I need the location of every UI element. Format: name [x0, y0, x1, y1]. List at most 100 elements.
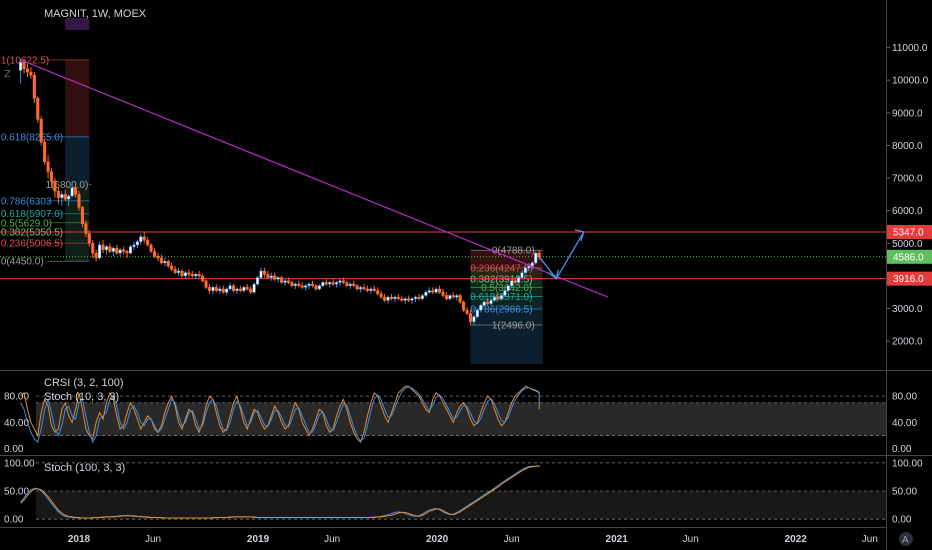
stoch-100-legend[interactable]: Stoch (100, 3, 3): [44, 462, 125, 474]
candle-body: [180, 270, 184, 277]
indicator-tick-label: 80.00: [892, 392, 917, 403]
last-price-label: 4586.0: [893, 252, 924, 263]
candle-body: [108, 246, 112, 252]
candle-body: [365, 288, 369, 291]
horizontal-lines[interactable]: [0, 231, 886, 280]
candle-body: [190, 274, 194, 277]
candle-body: [201, 275, 205, 282]
price-tick-label: 11000.0: [892, 43, 928, 54]
candle-body: [407, 298, 411, 301]
tradingview-logo-icon[interactable]: [899, 532, 913, 546]
candle-body: [269, 275, 273, 278]
candle-body: [297, 283, 301, 286]
candle-body: [218, 288, 222, 291]
fib-zone: [470, 324, 543, 364]
indicator-line: [20, 465, 540, 519]
indicator-tick-label-left: 40.00: [4, 418, 29, 429]
candle-body: [527, 265, 531, 269]
time-tick-label: Jun: [324, 534, 340, 545]
candle-body: [444, 295, 448, 300]
time-tick-label: Jun: [504, 534, 520, 545]
candle-body: [235, 288, 239, 291]
candle-body: [520, 272, 524, 278]
candle-body: [273, 275, 277, 280]
candle-body: [537, 252, 541, 258]
candle-body: [372, 288, 376, 291]
trend-drawings[interactable]: [20, 59, 609, 298]
fib-level-label: 1(6800.0): [46, 180, 89, 191]
fib-retracement-2017[interactable]: 1(10622.5) 0.618(8265.0) 1(6800.0) 0.786(63…: [1, 18, 92, 268]
candle-body: [77, 194, 81, 208]
fib-level-label: 1(10622.5): [1, 55, 49, 66]
crsi-legend[interactable]: CRSI (3, 2, 100): [44, 377, 123, 389]
fib-level-label: 0.786(2986.5): [470, 304, 532, 315]
fib-zone-blue: [65, 136, 90, 185]
price-tick-label: 6000.0: [892, 206, 923, 217]
candle-body: [22, 62, 26, 70]
candle-body: [280, 277, 284, 283]
candle-body: [166, 260, 170, 267]
fib-level-label: 0.236(5006.5): [1, 239, 63, 250]
price-tick-label: 7000.0: [892, 174, 923, 185]
candle-body: [328, 282, 332, 285]
candle-body: [242, 287, 246, 291]
candle-body: [46, 161, 50, 172]
indicator-line: [20, 386, 540, 444]
stoch-10-legend[interactable]: Stoch (10, 3, 3): [44, 391, 119, 403]
price-tick-label: 9000.0: [892, 108, 923, 119]
candle-body: [25, 68, 30, 73]
candle-body: [393, 296, 397, 300]
candle-body: [53, 181, 57, 192]
candle-body: [207, 287, 212, 291]
candle-body: [29, 71, 33, 76]
candle-body: [362, 287, 366, 290]
candle-body: [122, 249, 126, 252]
candle-body: [67, 195, 71, 200]
candle-body: [152, 251, 157, 257]
scale-mode-icon[interactable]: Z: [4, 69, 11, 80]
candle-body: [39, 119, 43, 143]
candle-body: [221, 288, 225, 293]
price-tick-label: 5000.0: [892, 239, 923, 250]
candle-body: [317, 285, 321, 290]
candle-body: [36, 97, 40, 120]
fib-level-label: 0(4788.0): [492, 246, 535, 257]
candle-body: [74, 187, 78, 195]
candle-body: [104, 246, 109, 251]
candle-body: [489, 300, 493, 304]
fib-retracement-2020[interactable]: 0(4788.0) 0.236(4247.0)0.382(3912.5)0.5(3…: [470, 246, 543, 364]
candle-body: [324, 282, 328, 285]
candle-body: [438, 288, 442, 293]
candle-body: [400, 298, 404, 301]
candle-body: [70, 187, 74, 197]
fib-zone-top: [65, 18, 90, 30]
time-tick-label: Jun: [683, 534, 699, 545]
candle-body: [503, 290, 507, 296]
candle-body: [197, 274, 201, 277]
candle-body: [173, 269, 177, 273]
indicator-tick-label: 50.00: [892, 487, 917, 498]
candle-body: [115, 247, 119, 254]
price-tick-label: 3000.0: [892, 304, 923, 315]
time-axis[interactable]: 2018 Jun 2019 Jun 2020 Jun 2021 Jun 2022 Jun: [68, 534, 878, 545]
candle-body: [458, 295, 462, 303]
indicator-band: [36, 491, 886, 520]
fib-level-label: 0.5(5629.0): [1, 218, 52, 229]
trendline[interactable]: [20, 59, 609, 298]
candle-body: [231, 285, 236, 291]
candle-body: [431, 290, 435, 293]
candle-body: [149, 244, 153, 252]
candle-body: [389, 296, 394, 300]
fib-level-label: 0(4450.0): [1, 257, 44, 268]
candle-body: [183, 272, 187, 277]
price-tick-label: 2000.0: [892, 337, 923, 348]
symbol-title[interactable]: MAGNIT, 1W, MOEX: [44, 8, 147, 20]
time-tick-label: 2018: [68, 534, 91, 545]
candle-body: [262, 270, 266, 275]
candle-body: [249, 288, 253, 293]
candle-body: [441, 291, 445, 296]
candle-body: [472, 316, 476, 322]
candle-body: [410, 298, 414, 301]
